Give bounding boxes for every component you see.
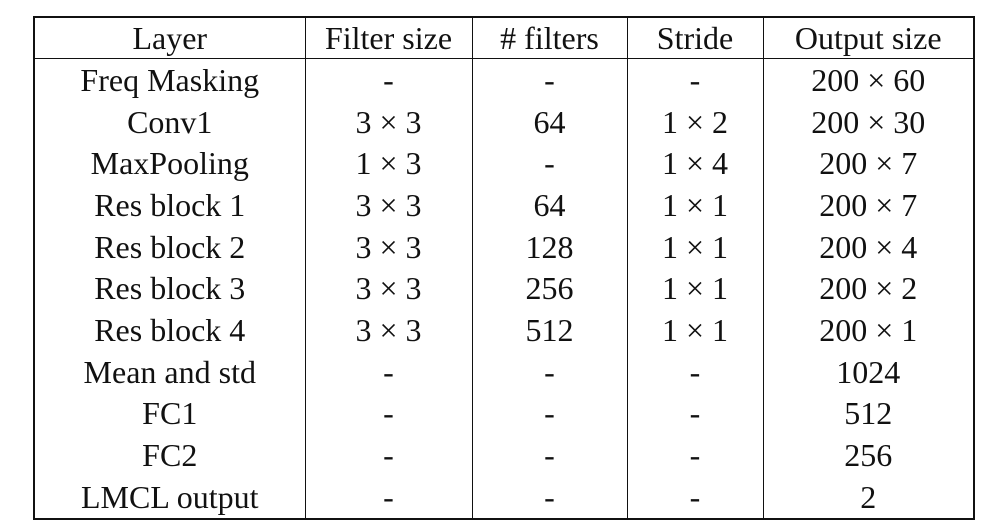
cell-num-filters: 64	[471, 184, 627, 226]
cell-layer: Mean and std	[83, 353, 256, 390]
cell-stride: 1 × 2	[626, 100, 763, 143]
header-num-filters: # filters	[471, 17, 627, 59]
cell-output-size: 200 × 30	[762, 100, 974, 143]
cell-layer: Res block 2	[94, 228, 246, 265]
cell-output-size: 512	[762, 392, 974, 435]
header-output-size: Output size	[762, 17, 974, 59]
cell-stride: 1 × 1	[626, 184, 763, 226]
cell-layer: Res block 1	[94, 186, 246, 223]
table-row: FC2 - - - 256	[34, 434, 974, 476]
cell-layer: Res block 3	[94, 270, 246, 307]
cell-stride: -	[626, 350, 763, 393]
cell-output-size: 200 × 60	[762, 58, 974, 101]
table-row: MaxPooling 1 × 3 - 1 × 4 200 × 7	[34, 142, 974, 185]
cell-filter-size: 3 × 3	[304, 225, 472, 268]
cell-num-filters: -	[471, 142, 627, 185]
header-stride: Stride	[626, 17, 763, 59]
table-row: LMCL output - - - 2	[34, 475, 974, 519]
cell-stride: -	[626, 58, 763, 101]
cell-filter-size: -	[304, 350, 472, 393]
table-row: Res block 4 3 × 3 512 1 × 1 200 × 1	[34, 309, 974, 351]
table-row: Res block 3 3 × 3 256 1 × 1 200 × 2	[34, 267, 974, 310]
cell-filter-size: 3 × 3	[304, 309, 472, 351]
cell-stride: -	[626, 475, 763, 519]
cell-layer: Res block 4	[94, 311, 246, 348]
header-filter-size: Filter size	[304, 17, 472, 59]
cell-num-filters: -	[471, 350, 627, 393]
cell-num-filters: -	[471, 58, 627, 101]
cell-filter-size: -	[304, 392, 472, 435]
cell-stride: -	[626, 434, 763, 476]
cell-output-size: 200 × 7	[762, 142, 974, 185]
cell-num-filters: 128	[471, 225, 627, 268]
cell-num-filters: 256	[471, 267, 627, 310]
cell-layer: FC1	[142, 395, 198, 432]
table-row: Conv1 3 × 3 64 1 × 2 200 × 30	[34, 100, 974, 143]
cell-num-filters: 512	[471, 309, 627, 351]
cell-output-size: 1024	[762, 350, 974, 393]
cell-output-size: 200 × 1	[762, 309, 974, 351]
cell-output-size: 200 × 4	[762, 225, 974, 268]
cell-stride: 1 × 4	[626, 142, 763, 185]
cell-stride: 1 × 1	[626, 267, 763, 310]
cell-layer: MaxPooling	[90, 145, 249, 182]
table-row: Res block 2 3 × 3 128 1 × 1 200 × 4	[34, 225, 974, 268]
cell-filter-size: 3 × 3	[304, 100, 472, 143]
architecture-table: Layer Filter size # filters Stride Outpu…	[33, 16, 975, 520]
header-row: Layer Filter size # filters Stride Outpu…	[34, 17, 974, 59]
cell-num-filters: 64	[471, 100, 627, 143]
cell-filter-size: -	[304, 58, 472, 101]
cell-num-filters: -	[471, 434, 627, 476]
cell-filter-size: 1 × 3	[304, 142, 472, 185]
cell-output-size: 200 × 2	[762, 267, 974, 310]
cell-layer: LMCL output	[81, 478, 259, 515]
cell-filter-size: -	[304, 434, 472, 476]
architecture-table-container: Layer Filter size # filters Stride Outpu…	[33, 16, 975, 520]
table-row: Freq Masking - - - 200 × 60	[34, 58, 974, 101]
cell-stride: 1 × 1	[626, 309, 763, 351]
cell-stride: 1 × 1	[626, 225, 763, 268]
cell-num-filters: -	[471, 392, 627, 435]
cell-layer: Conv1	[127, 103, 213, 140]
table-row: Mean and std - - - 1024	[34, 350, 974, 393]
table-row: FC1 - - - 512	[34, 392, 974, 435]
cell-layer: FC2	[142, 437, 198, 474]
cell-layer: Freq Masking	[80, 61, 260, 98]
cell-num-filters: -	[471, 475, 627, 519]
cell-output-size: 2	[762, 475, 974, 519]
cell-filter-size: -	[304, 475, 472, 519]
cell-stride: -	[626, 392, 763, 435]
cell-filter-size: 3 × 3	[304, 184, 472, 226]
cell-filter-size: 3 × 3	[304, 267, 472, 310]
header-layer: Layer	[34, 17, 305, 59]
cell-output-size: 256	[762, 434, 974, 476]
table-row: Res block 1 3 × 3 64 1 × 1 200 × 7	[34, 184, 974, 226]
cell-output-size: 200 × 7	[762, 184, 974, 226]
